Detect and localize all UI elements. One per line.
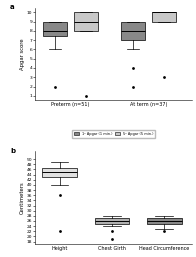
Legend: 1ᵒ Apgar (1 min.), 5ᵒ Apgar (5 min.): 1ᵒ Apgar (1 min.), 5ᵒ Apgar (5 min.) <box>72 130 155 138</box>
PathPatch shape <box>43 22 67 35</box>
Text: b: b <box>10 148 15 154</box>
PathPatch shape <box>121 22 145 40</box>
PathPatch shape <box>74 12 98 31</box>
PathPatch shape <box>152 12 176 22</box>
Text: a: a <box>10 4 15 10</box>
PathPatch shape <box>147 218 182 224</box>
Y-axis label: Apgar score: Apgar score <box>20 38 25 70</box>
PathPatch shape <box>42 168 77 177</box>
PathPatch shape <box>94 218 129 224</box>
Y-axis label: Centimeters: Centimeters <box>20 181 25 214</box>
